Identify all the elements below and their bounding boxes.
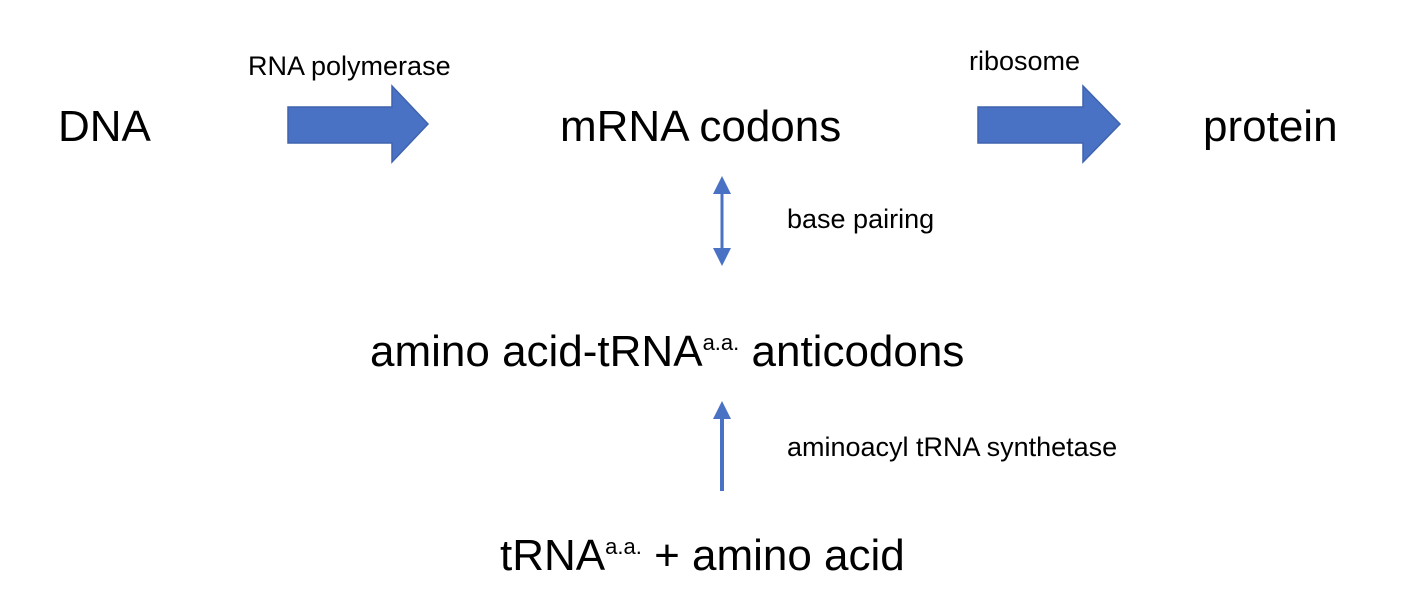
label-ribosome: ribosome	[969, 46, 1081, 76]
base-pairing-arrow	[713, 176, 731, 266]
node-dna: DNA	[58, 102, 151, 151]
label-base-pairing: base pairing	[787, 204, 935, 234]
label-rna-polymerase: RNA polymerase	[248, 51, 451, 81]
node-trna-plus-amino-acid: tRNAa.a. + amino acid	[500, 534, 905, 578]
trna-prefix: tRNA	[500, 531, 606, 580]
translation-arrow	[977, 84, 1122, 164]
node-mrna-codons: mRNA codons	[560, 102, 842, 151]
node-protein: protein	[1203, 102, 1338, 151]
node-aa-trna-anticodons: amino acid-tRNAa.a. anticodons	[370, 330, 964, 374]
aa-trna-superscript: a.a.	[702, 329, 740, 355]
transcription-arrow	[287, 84, 430, 164]
aa-trna-suffix: anticodons	[751, 327, 965, 376]
label-aminoacyl-trna-synthetase: aminoacyl tRNA synthetase	[787, 432, 1118, 462]
trna-suffix: + amino acid	[654, 531, 905, 580]
aa-trna-prefix: amino acid-tRNA	[370, 327, 703, 376]
trna-superscript: a.a.	[605, 533, 642, 559]
charging-arrow	[713, 401, 731, 491]
